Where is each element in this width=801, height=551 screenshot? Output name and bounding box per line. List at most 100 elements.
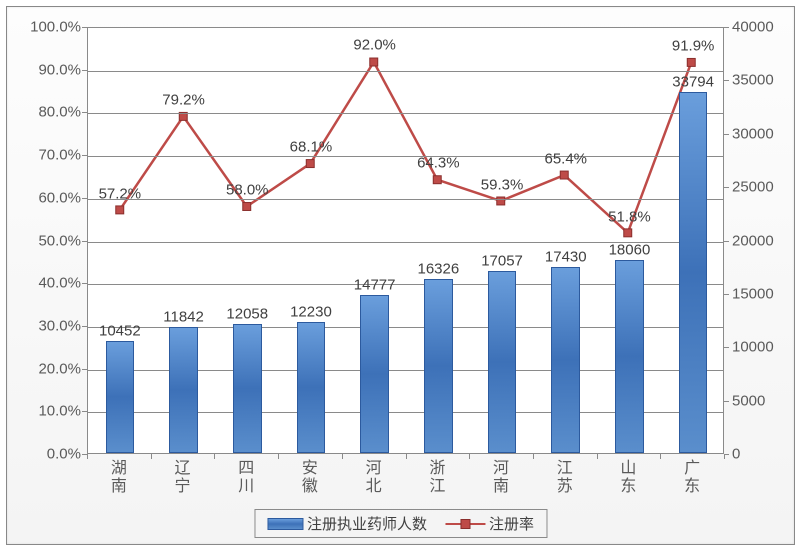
line-marker — [370, 58, 378, 66]
x-category-label: 浙 江 — [427, 460, 447, 495]
y-left-tick-label: 70.0% — [11, 147, 81, 164]
legend-bar-label: 注册执业药师人数 — [307, 513, 427, 534]
y-right-tick-label: 15000 — [732, 285, 792, 302]
tick-left — [82, 198, 87, 199]
line-marker — [116, 206, 124, 214]
line-marker — [687, 58, 695, 66]
y-right-tick-label: 30000 — [732, 125, 792, 142]
bar-value-label: 10452 — [99, 323, 141, 340]
tick-left — [82, 283, 87, 284]
line-value-label: 91.9% — [672, 37, 715, 54]
y-right-tick-label: 40000 — [732, 19, 792, 36]
tick-bottom — [87, 454, 88, 459]
bar — [106, 341, 135, 453]
tick-right — [724, 401, 729, 402]
bar-value-label: 12058 — [226, 306, 268, 323]
line-value-label: 68.1% — [290, 139, 333, 156]
line-value-label: 92.0% — [353, 37, 396, 54]
tick-bottom — [533, 454, 534, 459]
tick-right — [724, 347, 729, 348]
line-value-label: 64.3% — [417, 155, 460, 172]
bar-value-label: 17430 — [545, 249, 587, 266]
tick-left — [82, 70, 87, 71]
x-category-label: 山 东 — [618, 460, 638, 495]
tick-left — [82, 326, 87, 327]
tick-left — [82, 411, 87, 412]
y-left-tick-label: 100.0% — [11, 19, 81, 36]
bar — [297, 322, 326, 453]
tick-right — [724, 134, 729, 135]
bar-value-label: 12230 — [290, 304, 332, 321]
line-marker — [560, 171, 568, 179]
line-value-label: 65.4% — [544, 150, 587, 167]
y-right-tick-label: 20000 — [732, 232, 792, 249]
tick-right — [724, 27, 729, 28]
bar — [679, 92, 708, 453]
bar-value-label: 14777 — [354, 277, 396, 294]
bar — [169, 327, 198, 453]
y-left-tick-label: 0.0% — [11, 446, 81, 463]
line-marker — [624, 229, 632, 237]
line-marker — [433, 176, 441, 184]
x-category-label: 安 徽 — [300, 460, 320, 495]
legend-line-swatch — [445, 518, 485, 530]
line-series — [120, 62, 692, 233]
chart-border: 1045257.2%1184279.2%1205858.0%1223068.1%… — [6, 6, 795, 545]
gridline — [88, 71, 723, 72]
chart-container: 1045257.2%1184279.2%1205858.0%1223068.1%… — [0, 0, 801, 551]
y-right-tick-label: 0 — [732, 446, 792, 463]
tick-left — [82, 155, 87, 156]
x-category-label: 四 川 — [236, 460, 256, 495]
bar — [424, 279, 453, 453]
legend-bar-swatch — [267, 518, 303, 530]
tick-right — [724, 187, 729, 188]
y-left-tick-label: 90.0% — [11, 61, 81, 78]
line-marker — [306, 160, 314, 168]
y-left-tick-label: 40.0% — [11, 275, 81, 292]
y-left-tick-label: 20.0% — [11, 360, 81, 377]
tick-left — [82, 241, 87, 242]
tick-bottom — [278, 454, 279, 459]
y-left-tick-label: 50.0% — [11, 232, 81, 249]
tick-bottom — [597, 454, 598, 459]
bar-value-label: 11842 — [163, 308, 204, 325]
x-category-label: 江 苏 — [555, 460, 575, 495]
tick-right — [724, 80, 729, 81]
gridline — [88, 156, 723, 157]
x-category-label: 辽 宁 — [173, 460, 193, 495]
y-right-tick-label: 35000 — [732, 72, 792, 89]
tick-bottom — [406, 454, 407, 459]
gridline — [88, 199, 723, 200]
tick-bottom — [660, 454, 661, 459]
line-value-label: 58.0% — [226, 182, 269, 199]
line-value-label: 79.2% — [162, 91, 205, 108]
bar — [551, 267, 580, 453]
tick-bottom — [724, 454, 725, 459]
tick-left — [82, 369, 87, 370]
x-category-label: 广 东 — [682, 460, 702, 495]
y-left-tick-label: 60.0% — [11, 189, 81, 206]
line-marker — [243, 203, 251, 211]
tick-bottom — [469, 454, 470, 459]
tick-bottom — [151, 454, 152, 459]
tick-bottom — [342, 454, 343, 459]
legend: 注册执业药师人数 注册率 — [254, 509, 547, 538]
bar-value-label: 17057 — [481, 253, 523, 270]
x-category-label: 河 北 — [364, 460, 384, 495]
plot-area: 1045257.2%1184279.2%1205858.0%1223068.1%… — [87, 27, 724, 454]
y-left-tick-label: 10.0% — [11, 403, 81, 420]
tick-bottom — [214, 454, 215, 459]
bar — [233, 324, 262, 453]
line-value-label: 59.3% — [481, 176, 524, 193]
tick-left — [82, 27, 87, 28]
bar — [615, 260, 644, 453]
y-right-tick-label: 5000 — [732, 392, 792, 409]
x-category-label: 湖 南 — [109, 460, 129, 495]
legend-item-bars: 注册执业药师人数 — [267, 513, 427, 534]
tick-right — [724, 241, 729, 242]
bar-value-label: 33794 — [672, 74, 714, 91]
y-left-tick-label: 80.0% — [11, 104, 81, 121]
gridline — [88, 113, 723, 114]
x-category-label: 河 南 — [491, 460, 511, 495]
bar — [360, 295, 389, 453]
